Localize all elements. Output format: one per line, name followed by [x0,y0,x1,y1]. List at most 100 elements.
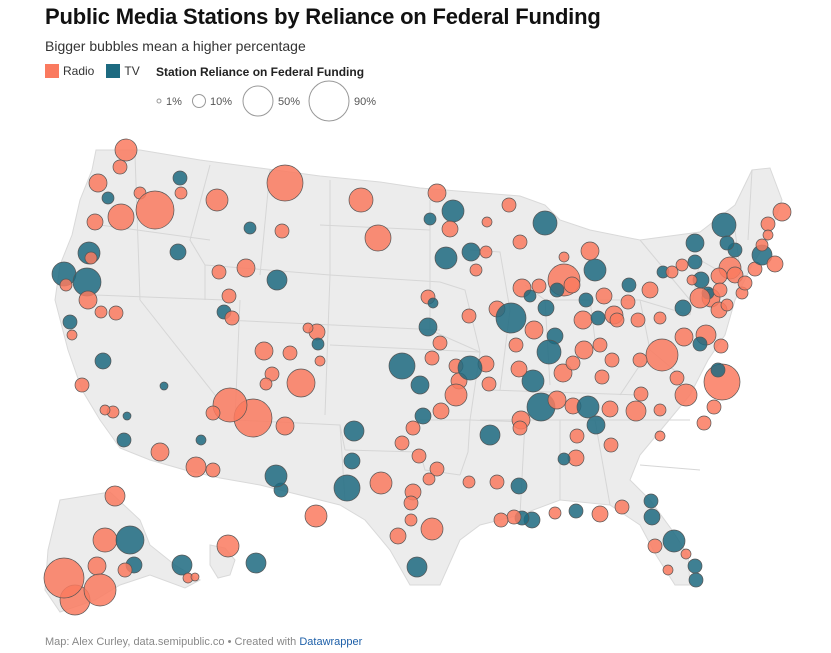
tv-station-bubble[interactable] [537,299,555,317]
radio-station-bubble[interactable] [432,402,450,420]
radio-station-bubble[interactable] [548,506,562,520]
tv-station-bubble[interactable] [245,552,267,574]
radio-station-bubble[interactable] [429,461,445,477]
radio-station-bubble[interactable] [665,265,679,279]
radio-station-bubble[interactable] [107,203,135,231]
radio-station-bubble[interactable] [364,224,392,252]
tv-station-bubble[interactable] [621,277,637,293]
radio-station-bubble[interactable] [411,448,427,464]
radio-station-bubble[interactable] [574,340,594,360]
radio-station-bubble[interactable] [185,456,207,478]
tv-station-bubble[interactable] [586,415,606,435]
radio-station-bubble[interactable] [493,512,509,528]
radio-station-bubble[interactable] [422,472,436,486]
tv-station-bubble[interactable] [536,339,562,365]
tv-station-bubble[interactable] [557,452,571,466]
radio-station-bubble[interactable] [112,159,128,175]
radio-station-bubble[interactable] [653,311,667,325]
radio-station-bubble[interactable] [591,505,609,523]
radio-station-bubble[interactable] [404,513,418,527]
radio-station-bubble[interactable] [286,368,316,398]
radio-station-bubble[interactable] [565,355,581,371]
radio-station-bubble[interactable] [275,416,295,436]
tv-station-bubble[interactable] [583,258,607,282]
tv-station-bubble[interactable] [414,407,432,425]
radio-station-bubble[interactable] [595,287,613,305]
tv-station-bubble[interactable] [333,474,361,502]
radio-station-bubble[interactable] [205,405,221,421]
tv-station-bubble[interactable] [711,212,737,238]
radio-station-bubble[interactable] [481,216,493,228]
tv-station-bubble[interactable] [590,310,606,326]
radio-station-bubble[interactable] [479,245,493,259]
tv-station-bubble[interactable] [441,199,465,223]
radio-station-bubble[interactable] [190,572,200,582]
radio-station-bubble[interactable] [686,274,698,286]
radio-station-bubble[interactable] [462,475,476,489]
radio-station-bubble[interactable] [755,238,769,252]
radio-station-bubble[interactable] [762,229,774,241]
radio-station-bubble[interactable] [512,234,528,250]
radio-station-bubble[interactable] [212,387,248,423]
tv-station-bubble[interactable] [406,556,428,578]
tv-station-bubble[interactable] [662,529,686,553]
radio-station-bubble[interactable] [654,430,666,442]
radio-station-bubble[interactable] [87,556,107,576]
radio-station-bubble[interactable] [620,294,636,310]
tv-station-bubble[interactable] [94,352,112,370]
radio-station-bubble[interactable] [614,499,630,515]
radio-station-bubble[interactable] [314,355,326,367]
radio-station-bubble[interactable] [469,263,483,277]
tv-station-bubble[interactable] [171,554,193,576]
radio-station-bubble[interactable] [432,335,448,351]
tv-station-bubble[interactable] [266,269,288,291]
radio-station-bubble[interactable] [553,363,573,383]
radio-station-bubble[interactable] [264,366,280,382]
radio-station-bubble[interactable] [274,223,290,239]
radio-station-bubble[interactable] [302,322,314,334]
radio-station-bubble[interactable] [662,564,674,576]
tv-station-bubble[interactable] [549,282,565,298]
radio-station-bubble[interactable] [94,305,108,319]
tv-station-bubble[interactable] [674,299,692,317]
radio-station-bubble[interactable] [580,241,600,261]
radio-station-bubble[interactable] [506,509,522,525]
radio-station-bubble[interactable] [594,369,610,385]
radio-station-bubble[interactable] [567,449,585,467]
tv-station-bubble[interactable] [172,170,188,186]
radio-station-bubble[interactable] [389,527,407,545]
tv-station-bubble[interactable] [122,411,132,421]
radio-station-bubble[interactable] [108,305,124,321]
tv-station-bubble[interactable] [343,420,365,442]
tv-station-bubble[interactable] [311,337,325,351]
tv-station-bubble[interactable] [434,246,458,270]
tv-station-bubble[interactable] [427,297,439,309]
radio-station-bubble[interactable] [74,377,90,393]
datawrapper-link[interactable]: Datawrapper [299,636,363,648]
radio-station-bubble[interactable] [66,329,78,341]
tv-station-bubble[interactable] [643,493,659,509]
radio-station-bubble[interactable] [558,251,570,263]
radio-station-bubble[interactable] [508,337,524,353]
radio-station-bubble[interactable] [104,485,126,507]
radio-station-bubble[interactable] [689,287,711,309]
radio-station-bubble[interactable] [394,435,410,451]
radio-station-bubble[interactable] [304,504,328,528]
tv-station-bubble[interactable] [159,381,169,391]
radio-station-bubble[interactable] [625,400,647,422]
radio-station-bubble[interactable] [531,278,547,294]
radio-station-bubble[interactable] [669,370,685,386]
tv-station-bubble[interactable] [532,210,558,236]
tv-station-bubble[interactable] [687,558,703,574]
radio-station-bubble[interactable] [88,173,108,193]
radio-station-bubble[interactable] [641,281,659,299]
radio-station-bubble[interactable] [569,428,585,444]
radio-station-bubble[interactable] [609,312,625,328]
tv-station-bubble[interactable] [169,243,187,261]
radio-station-bubble[interactable] [547,390,567,410]
radio-station-bubble[interactable] [632,352,648,368]
tv-station-bubble[interactable] [523,289,537,303]
radio-station-bubble[interactable] [254,341,274,361]
radio-station-bubble[interactable] [737,275,753,291]
radio-station-bubble[interactable] [221,288,237,304]
